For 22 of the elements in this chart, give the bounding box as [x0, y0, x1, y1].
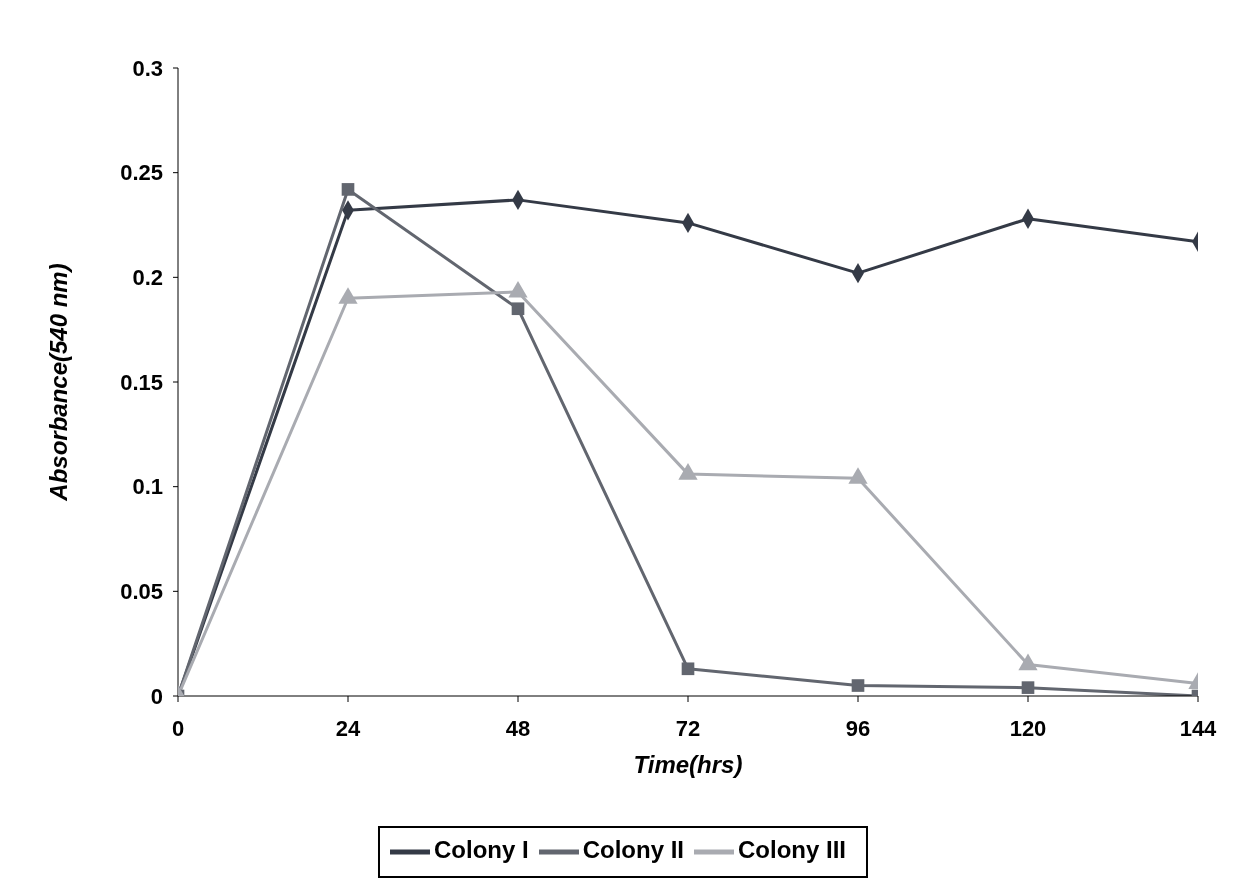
legend-label: Colony II [582, 836, 685, 864]
x-tick-label: 144 [1179, 715, 1218, 741]
x-tick-label: 72 [675, 715, 701, 741]
x-tick-label: 0 [171, 715, 185, 741]
y-tick-label: 0.2 [132, 265, 163, 291]
x-tick-label: 120 [1009, 715, 1047, 741]
legend-label: Colony I [433, 836, 529, 864]
point [678, 463, 698, 480]
point [1018, 653, 1038, 671]
y-tick-label: 0 [150, 683, 163, 709]
y-tick-label: 0.1 [132, 474, 163, 500]
x-tick-label: 96 [845, 715, 871, 741]
x-tick-label: 48 [505, 715, 531, 741]
y-axis-title: Absorbance(540 nm) [44, 263, 72, 502]
legend-label: Colony III [738, 836, 847, 864]
point [848, 467, 868, 484]
x-tick-label: 24 [335, 715, 361, 741]
y-tick-label: 0.15 [120, 369, 163, 395]
y-tick-label: 0.05 [120, 579, 163, 605]
y-tick-label: 0.25 [120, 160, 163, 186]
x-axis-title: Time(hrs) [633, 751, 743, 779]
y-tick-label: 0.3 [132, 55, 163, 81]
